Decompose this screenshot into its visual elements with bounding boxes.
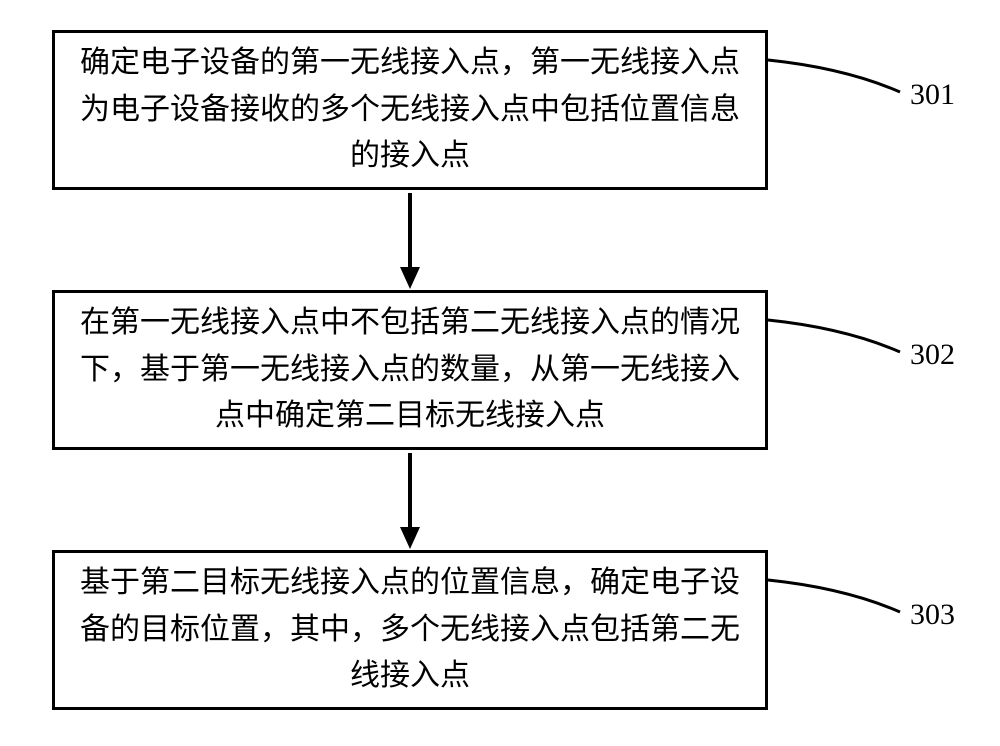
step-label-3: 303 [910,598,955,632]
leader-line-3 [0,0,1000,746]
flowchart-canvas: 确定电子设备的第一无线接入点，第一无线接入点为电子设备接收的多个无线接入点中包括… [0,0,1000,746]
step-label-text-3: 303 [910,598,955,631]
